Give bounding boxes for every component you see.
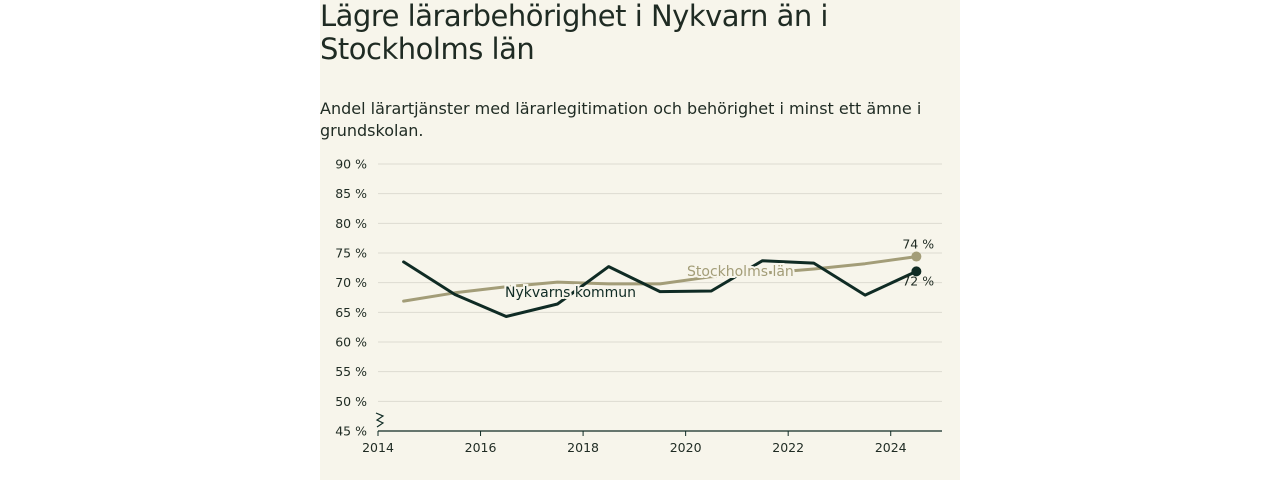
x-tick-label: 2020 <box>670 440 702 455</box>
series-end-point <box>911 251 922 262</box>
y-tick-label: 90 % <box>335 157 367 172</box>
line-chart: 45 % 50 % 55 % 60 % 65 % 70 % 75 % 80 % 85 % 90 %… <box>335 157 942 455</box>
y-tick-label: 75 % <box>335 246 367 261</box>
chart-subtitle: Andel lärartjänster med lärarlegitimatio… <box>320 99 922 140</box>
end-value-label: 74 % <box>902 237 934 252</box>
x-tick-label: 2018 <box>567 440 599 455</box>
chart-title: Lägre lärarbehörighet i Nykvarn än i Sto… <box>320 0 829 66</box>
y-tick-label: 80 % <box>335 216 367 231</box>
series-end-point <box>911 266 922 277</box>
axis-break-icon <box>375 412 385 428</box>
series-label-stockholm: Stockholms län <box>687 264 794 280</box>
x-tick-label: 2024 <box>875 440 907 455</box>
series-line <box>402 255 918 303</box>
chart-panel: Lägre lärarbehörighet i Nykvarn än i Sto… <box>320 0 960 480</box>
y-tick-label: 55 % <box>335 364 367 379</box>
y-tick-label: 85 % <box>335 186 367 201</box>
series-line <box>402 259 918 318</box>
x-tick-label: 2022 <box>772 440 804 455</box>
y-tick-label: 50 % <box>335 394 367 409</box>
end-value-label: 72 % <box>902 273 934 288</box>
y-tick-label: 45 % <box>335 424 367 439</box>
x-tick-label: 2014 <box>362 440 394 455</box>
y-tick-label: 70 % <box>335 275 367 290</box>
x-tick-label: 2016 <box>465 440 497 455</box>
series-label-nykvarn: Nykvarns kommun <box>505 285 636 301</box>
y-tick-label: 60 % <box>335 335 367 350</box>
y-tick-label: 65 % <box>335 305 367 320</box>
